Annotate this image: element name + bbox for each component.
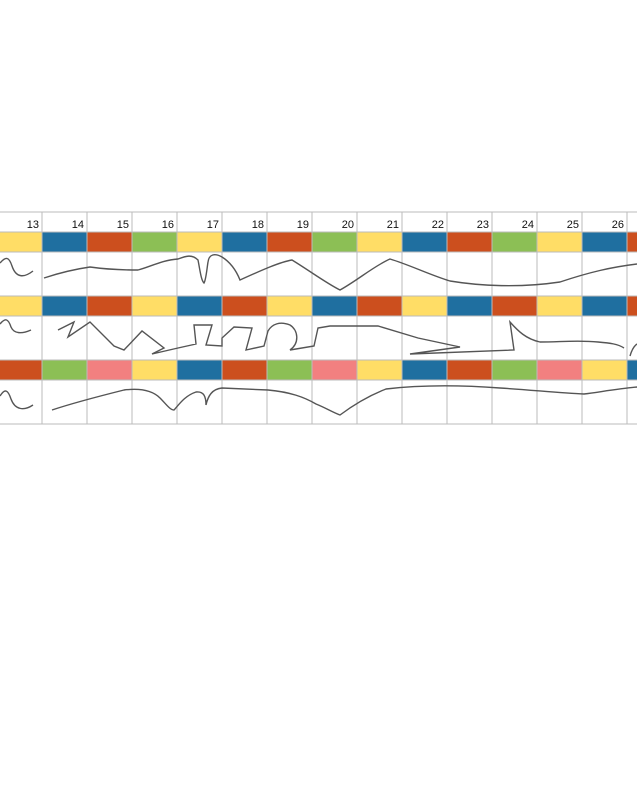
column-number: 13 (27, 219, 39, 231)
color-cell-yellow (177, 232, 222, 252)
color-cell-green (312, 232, 357, 252)
column-number: 15 (117, 219, 129, 231)
color-cell-yellow (132, 296, 177, 316)
color-cell-green (492, 232, 537, 252)
color-bands (0, 232, 637, 380)
curve-row-1 (0, 254, 637, 291)
color-cell-yellow (537, 232, 582, 252)
color-cell-yellow (402, 296, 447, 316)
color-cell-green (42, 360, 87, 380)
color-cell-blue (447, 296, 492, 316)
color-cell-orange (447, 360, 492, 380)
color-cell-orange (0, 360, 42, 380)
column-number: 14 (72, 219, 84, 231)
color-cell-pink (537, 360, 582, 380)
color-cell-blue (222, 232, 267, 252)
color-cell-blue (402, 232, 447, 252)
color-cell-yellow (132, 360, 177, 380)
color-cell-orange (222, 296, 267, 316)
column-number: 26 (612, 219, 624, 231)
color-cell-blue (582, 296, 627, 316)
color-cell-blue (627, 360, 637, 380)
color-cell-yellow (357, 360, 402, 380)
color-cell-blue (42, 232, 87, 252)
color-cell-yellow (267, 296, 312, 316)
color-cell-pink (312, 360, 357, 380)
color-cell-orange (627, 232, 637, 252)
color-cell-green (492, 360, 537, 380)
color-cell-green (267, 360, 312, 380)
color-cell-yellow (537, 296, 582, 316)
curve-row-2 (0, 319, 637, 357)
color-cell-orange (492, 296, 537, 316)
column-number: 20 (342, 219, 354, 231)
color-cell-orange (222, 360, 267, 380)
color-cell-blue (177, 296, 222, 316)
column-number: 22 (432, 219, 444, 231)
column-number: 18 (252, 219, 264, 231)
column-number: 25 (567, 219, 579, 231)
color-cell-blue (582, 232, 627, 252)
color-cell-orange (87, 296, 132, 316)
curve-row-3 (0, 385, 637, 416)
column-numbers: 13 14 15 16 17 18 19 20 21 22 23 24 25 26 (27, 219, 624, 231)
color-cell-yellow (0, 232, 42, 252)
column-number: 21 (387, 219, 399, 231)
color-cell-orange (357, 296, 402, 316)
color-cell-orange (447, 232, 492, 252)
color-cell-blue (312, 296, 357, 316)
color-cell-orange (87, 232, 132, 252)
color-cell-blue (402, 360, 447, 380)
color-cell-pink (87, 360, 132, 380)
column-number: 17 (207, 219, 219, 231)
column-number: 19 (297, 219, 309, 231)
color-cell-blue (42, 296, 87, 316)
color-cell-yellow (582, 360, 627, 380)
column-number: 23 (477, 219, 489, 231)
color-cell-blue (177, 360, 222, 380)
color-cell-orange (627, 296, 637, 316)
color-cell-yellow (357, 232, 402, 252)
column-number: 16 (162, 219, 174, 231)
column-number: 24 (522, 219, 534, 231)
color-cell-green (132, 232, 177, 252)
color-cell-yellow (0, 296, 42, 316)
color-cell-orange (267, 232, 312, 252)
